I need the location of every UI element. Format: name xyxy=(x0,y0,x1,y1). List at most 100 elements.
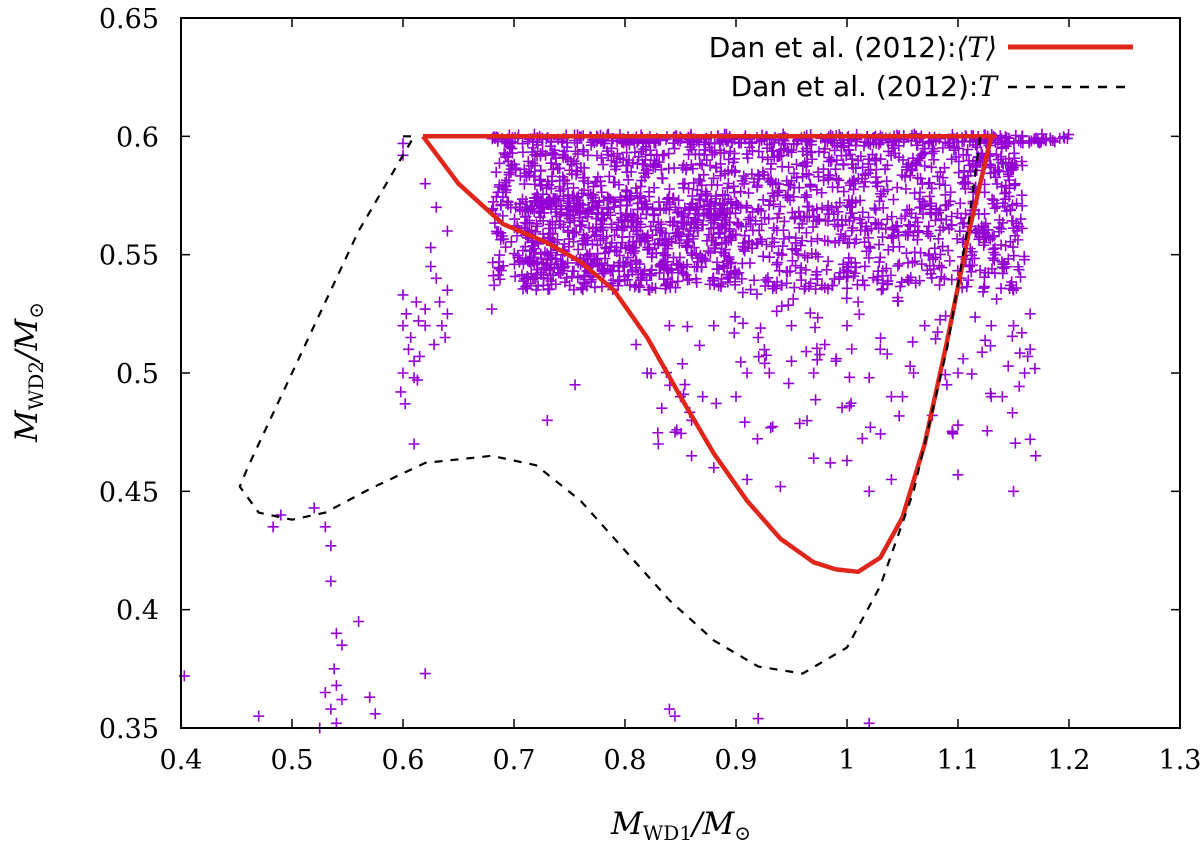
scatter-point xyxy=(783,377,795,389)
scatter-point xyxy=(863,252,875,264)
scatter-point xyxy=(924,190,936,202)
scatter-point xyxy=(783,179,795,191)
scatter-point xyxy=(728,265,740,277)
scatter-point xyxy=(796,218,808,230)
scatter-point xyxy=(500,174,512,186)
scatter-point xyxy=(319,687,331,698)
scatter-point xyxy=(499,181,511,193)
scatter-point xyxy=(639,265,651,277)
scatter-point xyxy=(804,307,816,319)
scatter-point xyxy=(803,280,815,292)
x-axis-label-sub: WD1 xyxy=(643,821,692,845)
scatter-point xyxy=(490,166,502,178)
scatter-point xyxy=(1024,343,1036,355)
scatter-point xyxy=(494,249,506,261)
scatter-point xyxy=(498,147,510,159)
scatter-point xyxy=(799,157,811,169)
scatter-point xyxy=(609,176,621,188)
scatter-point xyxy=(589,195,601,207)
scatter-point xyxy=(736,175,748,187)
scatter-point xyxy=(506,143,518,155)
scatter-point xyxy=(687,233,699,245)
scatter-point xyxy=(841,282,853,294)
scatter-point xyxy=(871,180,883,192)
scatter-point xyxy=(1002,360,1014,372)
scatter-point xyxy=(783,231,795,243)
scatter-point xyxy=(572,148,584,160)
scatter-point xyxy=(660,279,672,291)
scatter-point xyxy=(935,271,947,283)
scatter-point xyxy=(1006,215,1018,227)
scatter-point xyxy=(811,203,823,215)
scatter-point xyxy=(863,372,875,384)
scatter-point xyxy=(748,274,760,286)
scatter-point xyxy=(847,183,859,195)
scatter-point xyxy=(499,149,511,161)
scatter-point xyxy=(700,255,712,267)
scatter-point xyxy=(486,303,498,315)
y-axis-label-rest: /M xyxy=(9,317,45,363)
scatter-point xyxy=(663,703,675,715)
scatter-point xyxy=(805,235,817,247)
scatter-point xyxy=(810,283,822,295)
scatter-point xyxy=(915,247,927,259)
scatter-point xyxy=(685,218,697,230)
scatter-point xyxy=(597,159,609,171)
scatter-point xyxy=(893,151,905,163)
scatter-point xyxy=(694,339,706,351)
scatter-point xyxy=(551,193,563,205)
scatter-point xyxy=(757,194,769,206)
scatter-point xyxy=(622,251,634,263)
scatter-point xyxy=(812,251,824,263)
scatter-point xyxy=(805,147,817,159)
scatter-point xyxy=(430,201,442,213)
scatter-point xyxy=(609,244,621,256)
scatter-point xyxy=(681,321,693,333)
scatter-point xyxy=(737,287,749,299)
scatter-point xyxy=(579,171,591,183)
scatter-point xyxy=(610,163,622,175)
scatter-point xyxy=(986,193,998,205)
scatter-point xyxy=(943,223,955,235)
scatter-point xyxy=(611,224,623,236)
scatter-point xyxy=(796,235,808,247)
scatter-point xyxy=(954,225,966,237)
scatter-point xyxy=(786,207,798,219)
scatter-point xyxy=(733,218,745,230)
scatter-point xyxy=(810,394,822,406)
x-tick-label: 0.9 xyxy=(715,745,758,776)
scatter-point xyxy=(736,273,748,285)
scatter-point xyxy=(655,225,667,237)
scatter-point xyxy=(730,207,742,219)
scatter-point xyxy=(788,282,800,294)
scatter-point xyxy=(787,293,799,305)
scatter-point xyxy=(652,237,664,249)
scatter-point xyxy=(996,261,1008,273)
scatter-point xyxy=(886,211,898,223)
scatter-point xyxy=(572,272,584,284)
scatter-point xyxy=(944,195,956,207)
scatter-point xyxy=(622,174,634,186)
scatter-point xyxy=(520,167,532,179)
scatter-point xyxy=(932,207,944,219)
scatter-point xyxy=(623,154,635,166)
scatter-point xyxy=(802,252,814,264)
scatter-point xyxy=(538,207,550,219)
series-line-t xyxy=(238,135,982,675)
scatter-point xyxy=(788,167,800,179)
scatter-point xyxy=(985,340,997,352)
scatter-point xyxy=(605,218,617,230)
scatter-point xyxy=(985,320,997,332)
scatter-point xyxy=(967,158,979,170)
scatter-point xyxy=(1024,308,1036,320)
scatter-point xyxy=(751,433,763,445)
scatter-point xyxy=(630,182,642,194)
scatter-point xyxy=(926,182,938,194)
scatter-point xyxy=(747,224,759,236)
scatter-point xyxy=(672,264,684,276)
scatter-point xyxy=(1008,137,1020,149)
scatter-point xyxy=(494,273,506,285)
scatter-point xyxy=(881,348,893,360)
scatter-point xyxy=(646,282,658,294)
scatter-point xyxy=(797,171,809,183)
